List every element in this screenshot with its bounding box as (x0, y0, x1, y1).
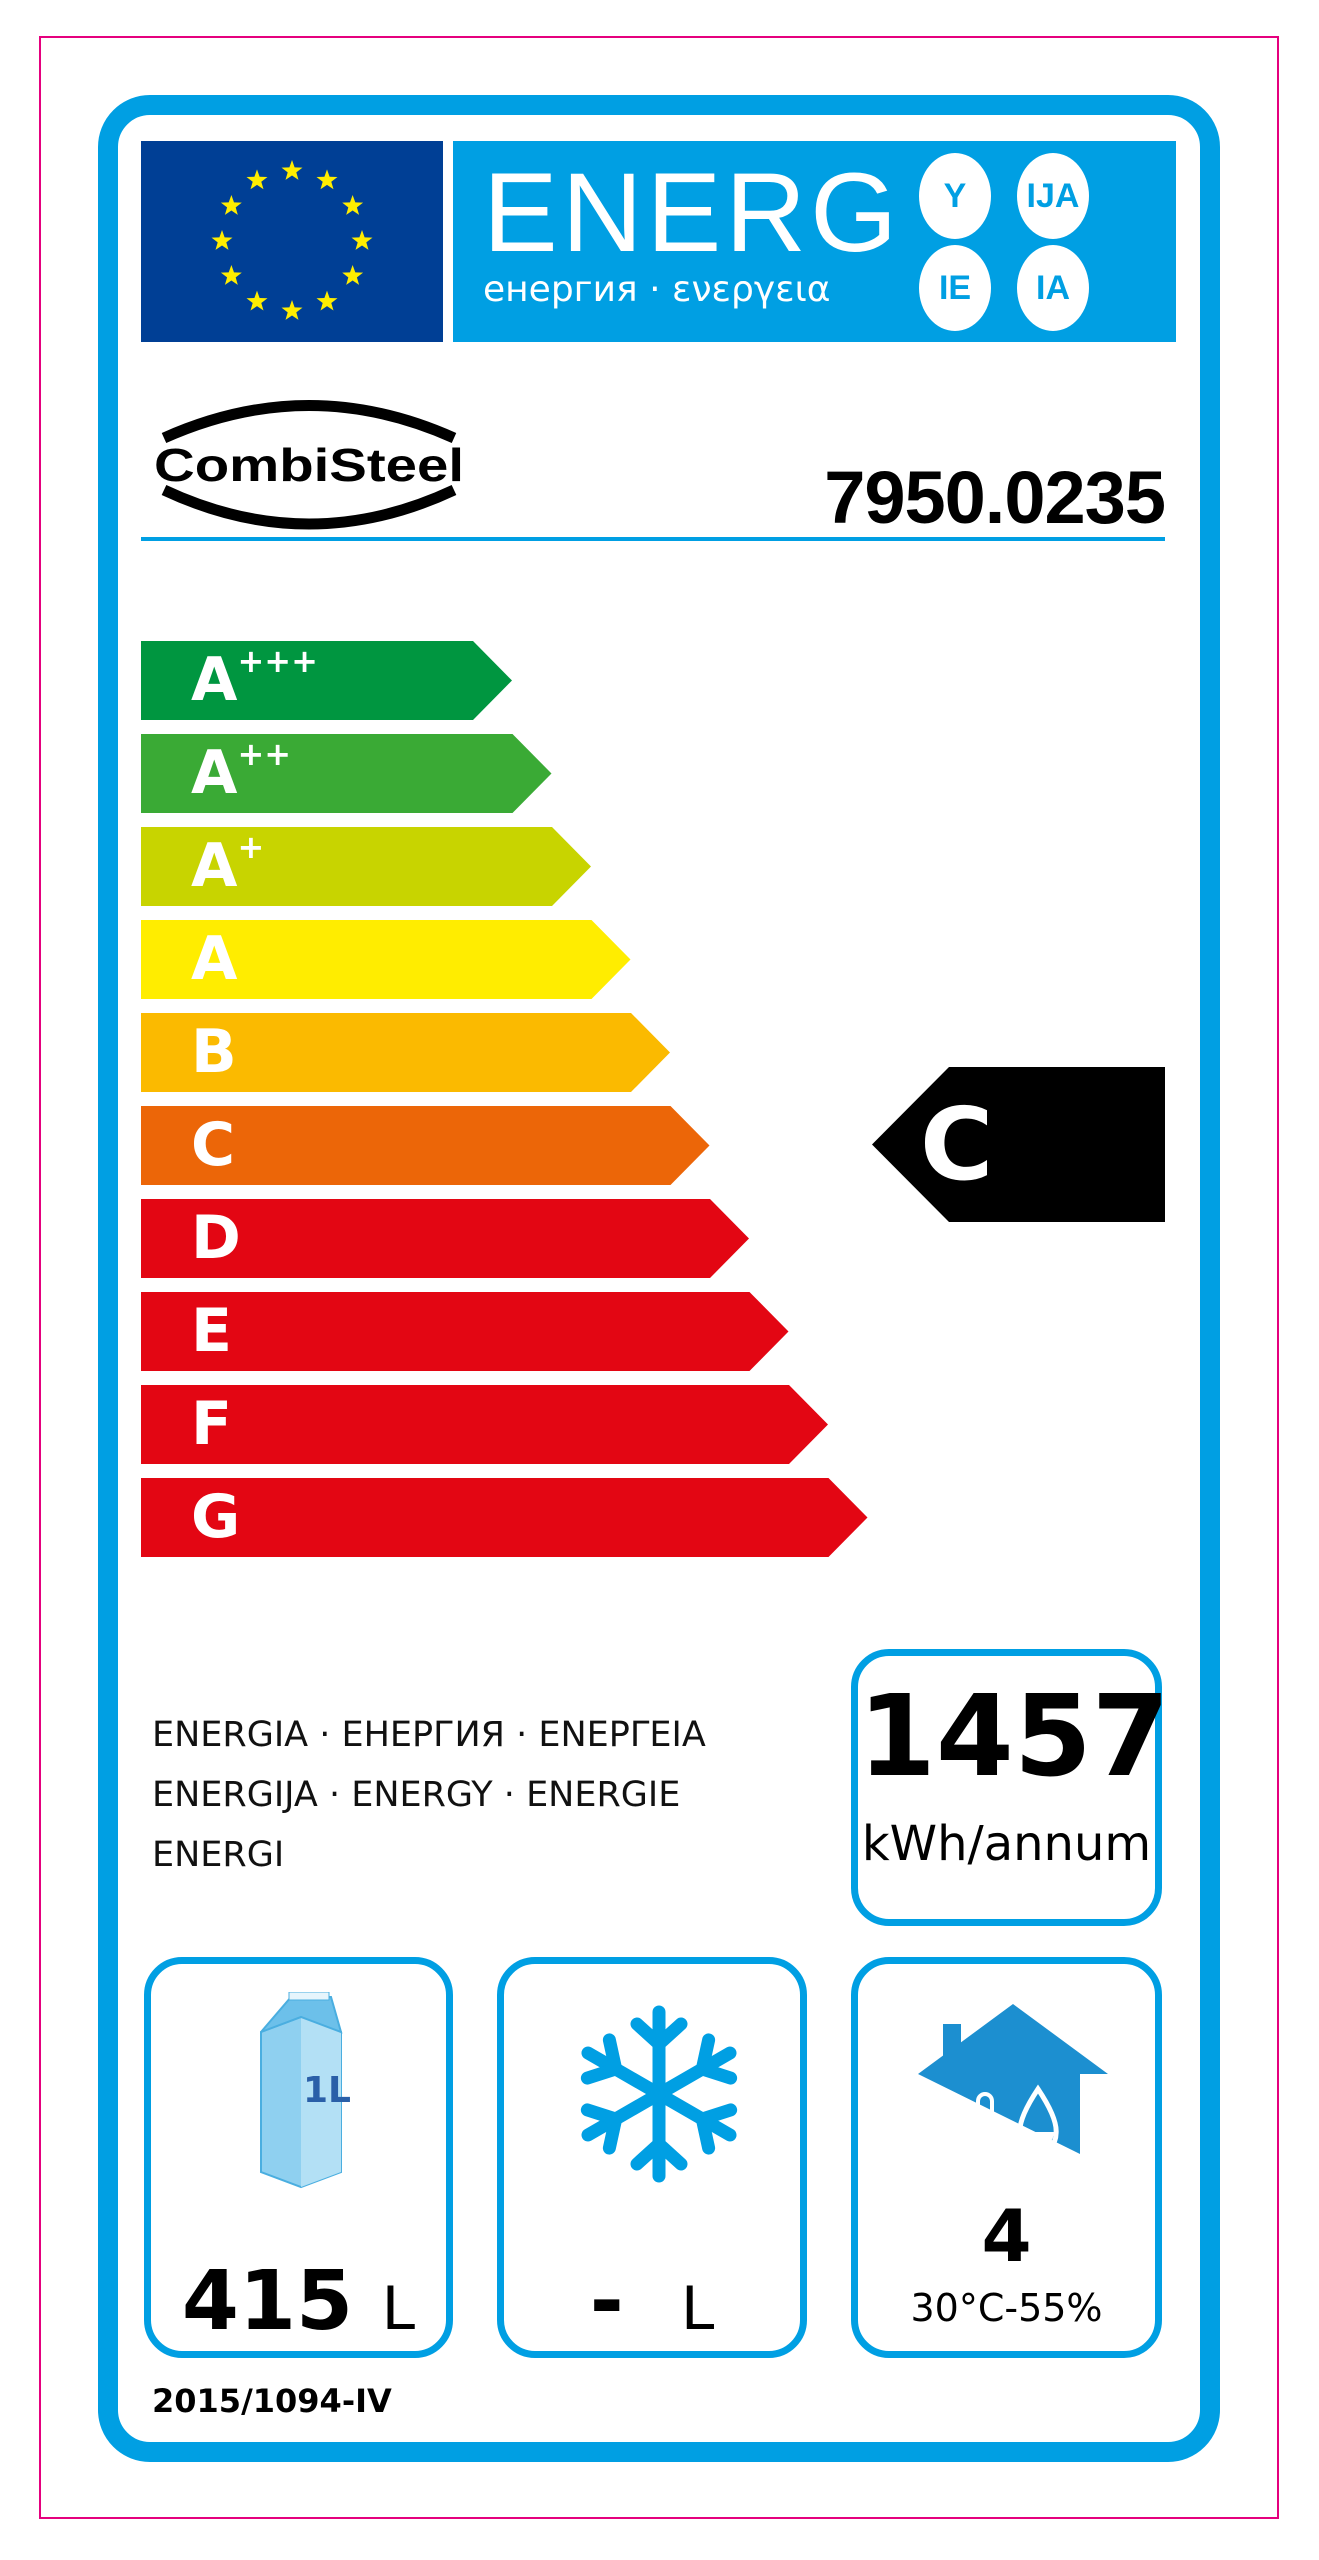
consumption-box: 1457 kWh/annum (851, 1649, 1170, 1926)
model-number: 7950.0235 (824, 456, 1166, 539)
trim-border (39, 36, 1279, 2519)
star (281, 160, 303, 180)
star (342, 195, 364, 215)
bar-letter: E (191, 1296, 232, 1366)
efficiency-bar: C (141, 1106, 710, 1185)
energy-text-line: ENERGIA · ЕНЕРГИЯ · ΕΝΕΡΓΕΙΑ (152, 1715, 706, 1755)
efficiency-bar: F (141, 1385, 828, 1464)
chilled-volume: 415 L (151, 2254, 446, 2349)
star (220, 265, 242, 285)
frozen-volume-value: - (589, 2254, 624, 2349)
frozen-volume-unit: L (680, 2274, 715, 2344)
energy-text-line: ENERGI (152, 1835, 285, 1875)
brand-logo: CombiSteel (144, 393, 474, 533)
consumption-unit: kWh/annum (861, 1816, 1152, 1872)
suffix-y: Y (919, 153, 991, 239)
efficiency-bar: A+ (141, 827, 591, 906)
energy-word: ENERG (483, 150, 902, 275)
chilled-volume-unit: L (381, 2274, 416, 2344)
energy-banner: ENERG енергия · ενεργεια Y IJA IE IA (453, 141, 1176, 342)
eu-flag (141, 141, 443, 342)
suffix-ia: IA (1017, 245, 1089, 331)
eu-stars-icon (211, 160, 373, 320)
efficiency-bar: A++ (141, 734, 552, 813)
chilled-volume-box: 1L 415 L (144, 1957, 453, 2358)
house-climate-icon (918, 2004, 1108, 2155)
star (246, 169, 268, 190)
star (281, 300, 303, 320)
climate-class: 4 (981, 2194, 1032, 2278)
carton-label: 1L (303, 2070, 351, 2111)
suffix-ie: IE (919, 245, 991, 331)
suffix-ija: IJA (1017, 153, 1089, 239)
star (316, 290, 338, 311)
star (211, 230, 233, 250)
bar-plus: + (237, 828, 265, 866)
star (342, 265, 364, 285)
frozen-volume-box: - L (497, 1957, 807, 2358)
divider (141, 537, 1165, 541)
energy-label-text: ENERGIA · ЕНЕРГИЯ · ΕΝΕΡΓΕΙΑ ENERGIJA · … (152, 1705, 706, 1885)
milk-carton-icon: 1L (260, 1992, 351, 2189)
label-frame (98, 95, 1220, 2462)
bar-letter: F (191, 1389, 232, 1459)
star (220, 195, 242, 215)
efficiency-bar: G (141, 1478, 868, 1557)
efficiency-bar: E (141, 1292, 789, 1371)
chilled-volume-value: 415 (181, 2254, 354, 2349)
efficiency-bar: A+++ (141, 641, 512, 720)
efficiency-bar: B (141, 1013, 670, 1092)
consumption-value: 1457 (858, 1672, 1170, 1802)
bar-plus: +++ (237, 642, 318, 680)
climate-conditions: 30°C-55% (910, 2286, 1103, 2330)
bar-letter: A (191, 831, 238, 901)
bar-letter: B (191, 1017, 237, 1087)
brand-name: CombiSteel (154, 439, 464, 491)
bar-letter: A (191, 924, 238, 994)
regulation-number: 2015/1094-IV (152, 2382, 392, 2420)
energy-subtitle: енергия · ενεργεια (483, 269, 831, 310)
bar-letter: A (191, 645, 238, 715)
frozen-volume: - L (504, 2254, 800, 2349)
snowflake-icon (579, 2005, 739, 2184)
bar-plus: ++ (237, 735, 292, 773)
energy-text-line: ENERGIJA · ENERGY · ENERGIE (152, 1775, 681, 1815)
bar-letter: G (191, 1482, 241, 1552)
climate-class-box: 4 30°C-55% (851, 1957, 1162, 2358)
bar-letter: C (191, 1110, 236, 1180)
efficiency-bar: A (141, 920, 631, 999)
efficiency-bar: D (141, 1199, 749, 1278)
bar-letter: A (191, 738, 238, 808)
star (246, 290, 268, 311)
bar-letter: D (191, 1203, 241, 1273)
star (316, 169, 338, 190)
star (351, 230, 373, 250)
